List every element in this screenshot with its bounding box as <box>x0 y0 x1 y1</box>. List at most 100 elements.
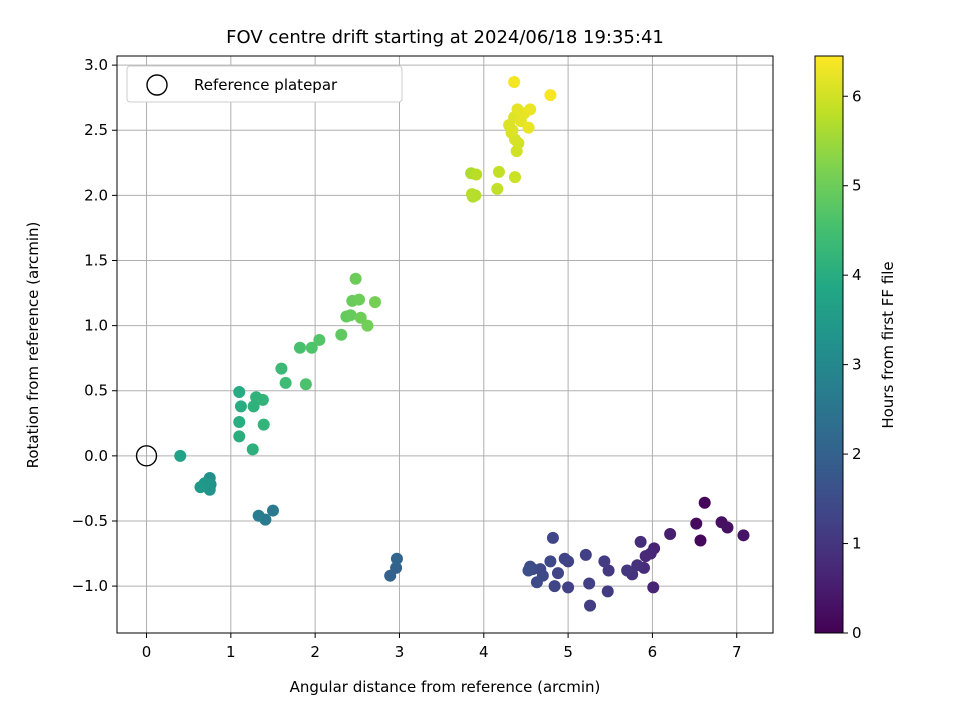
data-point <box>522 121 535 134</box>
x-tick-label: 7 <box>732 643 742 661</box>
colorbar-label: Hours from first FF file <box>879 261 897 428</box>
data-point <box>275 362 288 375</box>
data-point <box>621 564 634 577</box>
data-point <box>551 567 564 580</box>
legend-label: Reference platepar <box>194 76 338 94</box>
data-point <box>305 341 318 354</box>
y-axis-label: Rotation from reference (arcmin) <box>24 222 42 469</box>
data-point <box>252 509 265 522</box>
data-point <box>598 555 611 568</box>
data-point <box>390 561 403 574</box>
data-point <box>352 293 365 306</box>
y-tick-label: 3.0 <box>84 56 108 74</box>
data-point <box>522 564 535 577</box>
y-tick-label: 0.5 <box>84 382 108 400</box>
y-axis-ticks: −1.0 −0.5 0.0 0.5 1.0 1.5 2.0 2.5 3.0 <box>72 56 117 595</box>
data-point <box>491 182 504 195</box>
data-point <box>344 309 357 322</box>
data-point <box>664 528 677 541</box>
chart-title: FOV centre drift starting at 2024/06/18 … <box>226 27 664 48</box>
colorbar-tick-label: 2 <box>852 445 862 463</box>
y-tick-label: −0.5 <box>72 512 108 530</box>
reference-platepar-marker <box>135 445 158 467</box>
data-point <box>256 393 269 406</box>
x-tick-label: 0 <box>142 643 152 661</box>
plot-frame <box>116 55 774 634</box>
data-point <box>492 165 505 178</box>
data-point <box>690 517 703 530</box>
colorbar-tick-label: 0 <box>852 624 862 642</box>
data-point <box>233 386 246 399</box>
data-point <box>465 188 478 201</box>
data-point <box>631 559 644 572</box>
x-tick-label: 1 <box>226 643 236 661</box>
data-point <box>470 168 483 181</box>
y-tick-label: 1.5 <box>84 251 108 269</box>
data-point <box>257 418 270 431</box>
x-tick-label: 3 <box>395 643 405 661</box>
data-point <box>583 577 596 590</box>
data-point <box>694 534 707 547</box>
data-point <box>354 311 367 324</box>
colorbar-gradient <box>814 55 844 634</box>
data-point <box>369 296 382 309</box>
colorbar-tick-label: 3 <box>852 356 862 374</box>
y-tick-label: 2.0 <box>84 186 108 204</box>
data-point <box>313 333 326 346</box>
x-axis-label: Angular distance from reference (arcmin) <box>290 678 601 696</box>
data-point <box>544 89 557 102</box>
legend: Reference platepar <box>126 65 403 103</box>
data-point <box>299 378 312 391</box>
data-point <box>506 124 519 137</box>
data-point <box>530 576 543 589</box>
data-point <box>548 580 561 593</box>
data-point <box>579 548 592 561</box>
x-tick-label: 6 <box>648 643 658 661</box>
data-point <box>737 529 750 542</box>
x-tick-label: 2 <box>310 643 320 661</box>
data-point <box>544 555 557 568</box>
data-point <box>335 328 348 341</box>
data-point <box>194 481 207 494</box>
legend-box <box>126 65 403 103</box>
x-tick-label: 4 <box>479 643 489 661</box>
data-point <box>266 504 279 517</box>
y-tick-label: 2.5 <box>84 121 108 139</box>
data-point <box>562 581 575 594</box>
data-point <box>647 581 660 594</box>
data-point <box>721 521 734 534</box>
legend-marker-icon <box>146 74 168 96</box>
data-point <box>233 415 246 428</box>
y-tick-label: −1.0 <box>72 577 108 595</box>
data-point <box>247 400 260 413</box>
data-point <box>293 341 306 354</box>
data-point <box>584 599 597 612</box>
data-point <box>558 552 571 565</box>
colorbar-tick-label: 5 <box>852 177 862 195</box>
data-point <box>349 272 362 285</box>
data-point <box>602 564 615 577</box>
colorbar-ticks: 0 1 2 3 4 5 6 <box>843 87 862 642</box>
data-point <box>508 171 521 184</box>
x-tick-label: 5 <box>563 643 573 661</box>
data-point <box>174 449 187 462</box>
data-point <box>390 552 403 565</box>
data-point <box>233 430 246 443</box>
y-tick-label: 1.0 <box>84 317 108 335</box>
data-point <box>634 535 647 548</box>
data-points <box>174 76 750 612</box>
data-point <box>246 443 259 456</box>
data-point <box>279 376 292 389</box>
data-point <box>508 76 521 89</box>
data-point <box>639 550 652 563</box>
colorbar-tick-label: 6 <box>852 87 862 105</box>
data-point <box>234 400 247 413</box>
data-point <box>698 496 711 509</box>
data-point <box>601 585 614 598</box>
y-tick-label: 0.0 <box>84 447 108 465</box>
x-axis-ticks: 0 1 2 3 4 5 6 7 <box>142 633 742 661</box>
data-point <box>361 319 374 332</box>
data-point <box>546 531 559 544</box>
colorbar-tick-label: 4 <box>852 266 862 284</box>
